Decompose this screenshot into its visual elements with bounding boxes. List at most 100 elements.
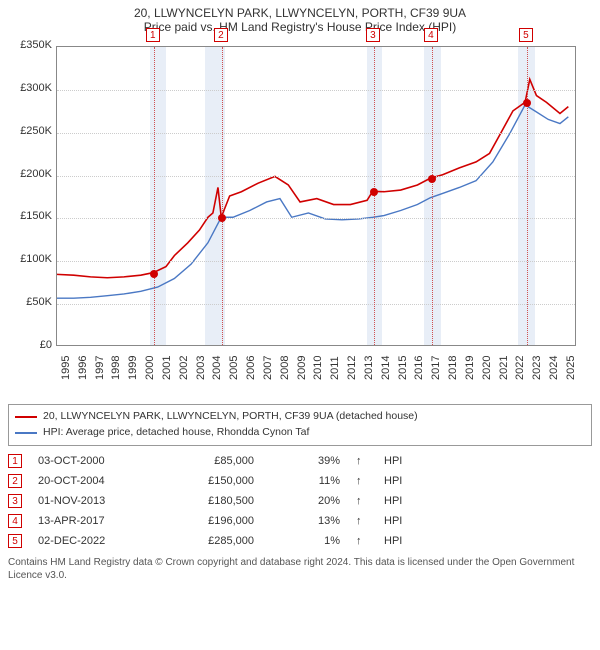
- row-hpi-label: HPI: [384, 515, 402, 527]
- x-tick-label: 2025: [565, 366, 577, 380]
- x-tick-label: 2005: [228, 366, 240, 380]
- sales-row: 301-NOV-2013£180,50020%↑HPI: [8, 494, 592, 508]
- legend-label-hpi: HPI: Average price, detached house, Rhon…: [43, 425, 309, 441]
- series-hpi: [57, 105, 568, 298]
- event-vline: [432, 47, 433, 345]
- title-subtitle: Price paid vs. HM Land Registry's House …: [8, 20, 592, 34]
- line-svg: [57, 47, 575, 345]
- x-tick-label: 2021: [498, 366, 510, 380]
- legend-box: 20, LLWYNCELYN PARK, LLWYNCELYN, PORTH, …: [8, 404, 592, 446]
- x-tick-label: 2014: [380, 366, 392, 380]
- row-marker: 2: [8, 474, 22, 488]
- row-hpi-label: HPI: [384, 495, 402, 507]
- x-tick-label: 2016: [413, 366, 425, 380]
- x-tick-label: 2013: [363, 366, 375, 380]
- row-date: 03-OCT-2000: [38, 455, 148, 467]
- y-tick-label: £100K: [8, 253, 52, 265]
- up-arrow-icon: ↑: [356, 475, 368, 487]
- up-arrow-icon: ↑: [356, 535, 368, 547]
- gridline-h: [57, 218, 575, 219]
- x-tick-label: 2002: [178, 366, 190, 380]
- event-vline: [154, 47, 155, 345]
- x-tick-label: 2009: [296, 366, 308, 380]
- row-price: £196,000: [164, 515, 254, 527]
- title-address: 20, LLWYNCELYN PARK, LLWYNCELYN, PORTH, …: [8, 6, 592, 20]
- x-tick-label: 2003: [195, 366, 207, 380]
- row-marker: 5: [8, 534, 22, 548]
- chart-container: 20, LLWYNCELYN PARK, LLWYNCELYN, PORTH, …: [0, 0, 600, 590]
- sales-row: 502-DEC-2022£285,0001%↑HPI: [8, 534, 592, 548]
- y-tick-label: £150K: [8, 210, 52, 222]
- event-marker-3: 3: [366, 28, 380, 42]
- x-tick-label: 2008: [279, 366, 291, 380]
- x-tick-label: 1997: [94, 366, 106, 380]
- x-tick-label: 1996: [77, 366, 89, 380]
- x-tick-label: 2007: [262, 366, 274, 380]
- row-pct: 13%: [270, 515, 340, 527]
- series-property: [57, 79, 568, 277]
- event-marker-4: 4: [424, 28, 438, 42]
- x-tick-label: 1999: [127, 366, 139, 380]
- event-marker-2: 2: [214, 28, 228, 42]
- x-tick-label: 2012: [346, 366, 358, 380]
- legend-swatch-property: [15, 416, 37, 418]
- row-price: £150,000: [164, 475, 254, 487]
- x-tick-label: 1995: [60, 366, 72, 380]
- up-arrow-icon: ↑: [356, 455, 368, 467]
- sale-point: [370, 188, 378, 196]
- row-pct: 11%: [270, 475, 340, 487]
- sale-point: [428, 175, 436, 183]
- title-area: 20, LLWYNCELYN PARK, LLWYNCELYN, PORTH, …: [8, 6, 592, 34]
- y-tick-label: £200K: [8, 168, 52, 180]
- legend-swatch-hpi: [15, 432, 37, 434]
- x-tick-label: 2015: [397, 366, 409, 380]
- up-arrow-icon: ↑: [356, 515, 368, 527]
- chart-wrap: £0 £50K £100K £150K £200K £250K £300K £350K 1995…: [8, 40, 592, 400]
- row-marker: 3: [8, 494, 22, 508]
- row-marker: 1: [8, 454, 22, 468]
- row-date: 13-APR-2017: [38, 515, 148, 527]
- sale-point: [150, 270, 158, 278]
- gridline-h: [57, 90, 575, 91]
- row-date: 02-DEC-2022: [38, 535, 148, 547]
- sales-row: 220-OCT-2004£150,00011%↑HPI: [8, 474, 592, 488]
- x-tick-label: 2001: [161, 366, 173, 380]
- legend-label-property: 20, LLWYNCELYN PARK, LLWYNCELYN, PORTH, …: [43, 409, 418, 425]
- x-tick-label: 2004: [211, 366, 223, 380]
- sale-point: [523, 99, 531, 107]
- row-marker: 4: [8, 514, 22, 528]
- x-tick-label: 2023: [531, 366, 543, 380]
- y-tick-label: £350K: [8, 39, 52, 51]
- row-date: 20-OCT-2004: [38, 475, 148, 487]
- row-hpi-label: HPI: [384, 455, 402, 467]
- x-tick-label: 2006: [245, 366, 257, 380]
- y-tick-label: £300K: [8, 82, 52, 94]
- sales-row: 1 03-OCT-2000 £85,000 39% ↑ HPI: [8, 454, 592, 468]
- gridline-h: [57, 176, 575, 177]
- legend-row-hpi: HPI: Average price, detached house, Rhon…: [15, 425, 585, 441]
- gridline-h: [57, 133, 575, 134]
- event-vline: [222, 47, 223, 345]
- x-tick-label: 2022: [514, 366, 526, 380]
- x-tick-label: 2024: [548, 366, 560, 380]
- y-tick-label: £50K: [8, 296, 52, 308]
- row-price: £85,000: [164, 455, 254, 467]
- row-price: £285,000: [164, 535, 254, 547]
- x-tick-label: 1998: [110, 366, 122, 380]
- y-tick-label: £250K: [8, 125, 52, 137]
- row-price: £180,500: [164, 495, 254, 507]
- y-tick-label: £0: [8, 339, 52, 351]
- x-tick-label: 2017: [430, 366, 442, 380]
- x-tick-label: 2018: [447, 366, 459, 380]
- x-tick-label: 2010: [312, 366, 324, 380]
- sale-point: [218, 214, 226, 222]
- row-pct: 1%: [270, 535, 340, 547]
- x-tick-label: 2011: [329, 366, 341, 380]
- sales-table: 1 03-OCT-2000 £85,000 39% ↑ HPI 2 20-OCT-2004 £1…: [8, 454, 592, 548]
- row-pct: 39%: [270, 455, 340, 467]
- event-marker-5: 5: [519, 28, 533, 42]
- x-tick-label: 2020: [481, 366, 493, 380]
- event-marker-1: 1: [146, 28, 160, 42]
- legend-row-property: 20, LLWYNCELYN PARK, LLWYNCELYN, PORTH, …: [15, 409, 585, 425]
- row-pct: 20%: [270, 495, 340, 507]
